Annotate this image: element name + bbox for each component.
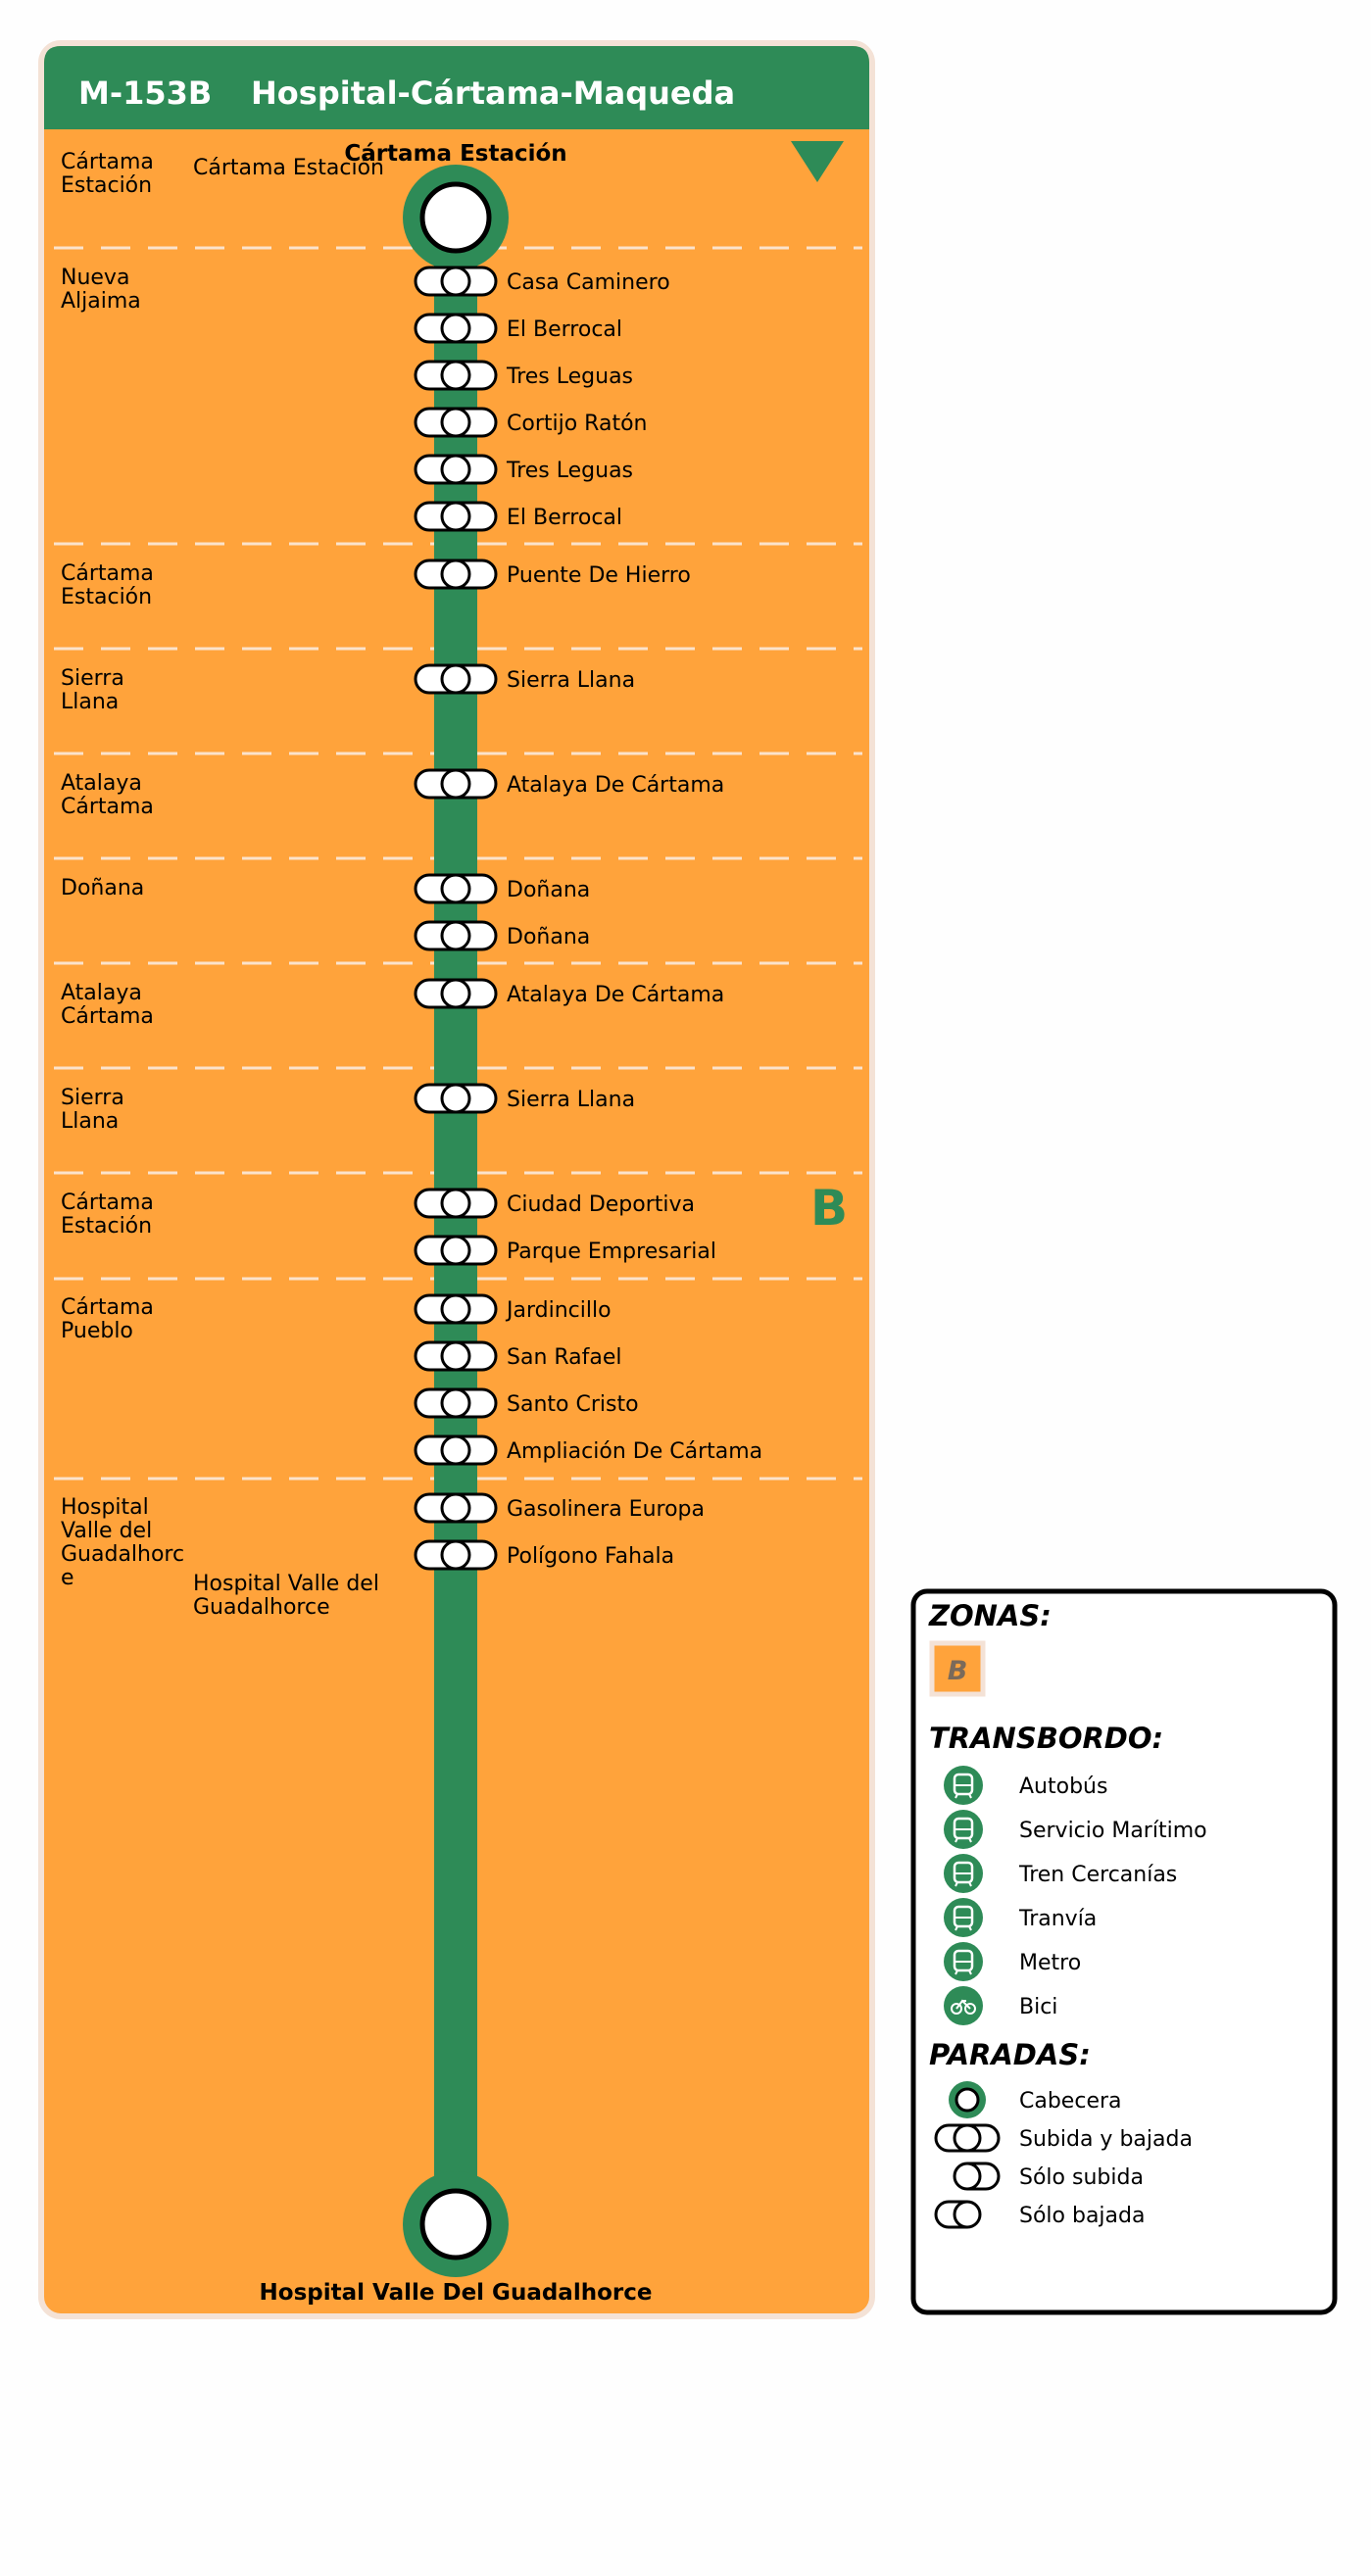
stop-label: Santo Cristo bbox=[507, 1392, 639, 1417]
stop-label: Cortijo Ratón bbox=[507, 412, 647, 436]
legend-transfer-label: Autobús bbox=[1019, 1774, 1107, 1799]
stop-label: Jardincillo bbox=[505, 1298, 612, 1323]
legend-transfer-label: Bici bbox=[1019, 1995, 1057, 2019]
stop-label: Tres Leguas bbox=[506, 459, 633, 483]
board-alight-stop-icon bbox=[934, 2123, 1001, 2153]
stop-label: Doñana bbox=[507, 878, 590, 902]
legend-transfer-label: Servicio Marítimo bbox=[1019, 1819, 1207, 1843]
zone-label: Cártama Pueblo bbox=[61, 1295, 154, 1343]
legend-box bbox=[910, 1588, 1338, 2315]
stop-marker[interactable] bbox=[414, 873, 498, 904]
stop-marker[interactable] bbox=[414, 1235, 498, 1266]
stop-marker[interactable] bbox=[414, 1293, 498, 1325]
stop-marker[interactable] bbox=[414, 1340, 498, 1372]
stop-label: Puente De Hierro bbox=[507, 563, 691, 588]
stop-marker[interactable] bbox=[414, 663, 498, 695]
legend-zone-sample-letter: B bbox=[948, 1656, 968, 1686]
legend-zones-title: ZONAS: bbox=[928, 1599, 1052, 1632]
zone-label: Atalaya Cártama bbox=[61, 981, 154, 1029]
stop-label: Ampliación De Cártama bbox=[507, 1439, 762, 1464]
stop-label: Parque Empresarial bbox=[507, 1239, 716, 1264]
stop-marker[interactable] bbox=[414, 768, 498, 800]
stop-label: San Rafael bbox=[507, 1345, 622, 1370]
stop-label: Atalaya De Cártama bbox=[507, 983, 724, 1007]
metro-icon bbox=[944, 1942, 983, 1981]
stop-label: Sierra Llana bbox=[507, 668, 635, 693]
stop-list: Casa Caminero El Berrocal Tres Leguas Corti… bbox=[414, 266, 762, 1571]
stop-marker[interactable] bbox=[414, 407, 498, 438]
zone-label: Cártama Estación bbox=[61, 150, 154, 198]
stop-marker[interactable] bbox=[414, 1539, 498, 1571]
stop-label: Ciudad Deportiva bbox=[507, 1192, 695, 1217]
route-header bbox=[44, 46, 869, 129]
zone-label: Nueva Aljaima bbox=[61, 266, 141, 314]
stop-marker[interactable] bbox=[414, 1434, 498, 1466]
direction-arrow-icon bbox=[791, 141, 844, 182]
stop-marker[interactable] bbox=[414, 559, 498, 590]
legend-transfer-label: Tren Cercanías bbox=[1018, 1863, 1177, 1887]
stop-marker[interactable] bbox=[414, 1083, 498, 1114]
stop-marker[interactable] bbox=[414, 1387, 498, 1419]
end-terminal-label: Hospital Valle Del Guadalhorce bbox=[260, 2280, 653, 2306]
legend-transfer-list: Autobús Servicio Marítimo Tren Cercanías Tr… bbox=[944, 1766, 1207, 2025]
zone-label: Atalaya Cártama bbox=[61, 771, 154, 819]
stop-label: El Berrocal bbox=[507, 506, 622, 530]
start-town-label: Cártama Estación bbox=[193, 156, 384, 180]
alight-only-stop-icon bbox=[934, 2200, 982, 2229]
zone-letter: B bbox=[810, 1180, 848, 1237]
legend-transfer-title: TRANSBORDO: bbox=[929, 1722, 1163, 1755]
zone-label: Hospital Valle del Guadalhorc e bbox=[61, 1495, 184, 1590]
stop-marker[interactable] bbox=[414, 313, 498, 344]
stop-marker[interactable] bbox=[414, 454, 498, 485]
stop-label: Polígono Fahala bbox=[507, 1544, 674, 1569]
legend-stop-label: Sólo subida bbox=[1019, 2165, 1144, 2190]
stop-marker[interactable] bbox=[414, 1492, 498, 1524]
start-terminal-stop[interactable] bbox=[403, 165, 509, 270]
stop-marker[interactable] bbox=[414, 501, 498, 532]
stop-marker[interactable] bbox=[414, 266, 498, 297]
stop-label: Doñana bbox=[507, 925, 590, 949]
tram-icon bbox=[944, 1898, 983, 1937]
legend-transfer-label: Metro bbox=[1019, 1951, 1081, 1975]
stop-label: Casa Caminero bbox=[507, 270, 670, 295]
legend-stop-label: Subida y bajada bbox=[1019, 2127, 1193, 2152]
legend-transfer-label: Tranvía bbox=[1018, 1907, 1097, 1931]
legend-stop-label: Sólo bajada bbox=[1019, 2204, 1145, 2228]
stop-label: Atalaya De Cártama bbox=[507, 773, 724, 798]
start-terminal-label: Cártama Estación bbox=[344, 141, 566, 167]
stop-label: Gasolinera Europa bbox=[507, 1497, 705, 1522]
stop-marker[interactable] bbox=[414, 920, 498, 951]
route-name: Hospital-Cártama-Maqueda bbox=[251, 74, 735, 112]
end-town-label: Hospital Valle del Guadalhorce bbox=[193, 1572, 386, 1620]
ferry-icon bbox=[944, 1810, 983, 1849]
stop-label: Sierra Llana bbox=[507, 1088, 635, 1112]
bike-icon bbox=[944, 1986, 983, 2025]
route-line bbox=[434, 218, 477, 2226]
legend-zone-sample bbox=[929, 1640, 986, 1697]
zone-labels: Cártama Estación Nueva Aljaima Cártama Estaci… bbox=[61, 150, 184, 1590]
zone-label: Cártama Estación bbox=[61, 1191, 154, 1239]
stop-marker[interactable] bbox=[414, 978, 498, 1009]
route-code: M-153B bbox=[78, 74, 212, 112]
train-icon bbox=[944, 1854, 983, 1893]
legend-stop-list: Cabecera Subida y bajada Sólo subida Sólo b… bbox=[934, 2081, 1193, 2229]
stop-marker[interactable] bbox=[414, 1188, 498, 1219]
board-only-stop-icon bbox=[953, 2162, 1001, 2191]
stop-label: El Berrocal bbox=[507, 317, 622, 342]
zone-label: Sierra Llana bbox=[61, 666, 124, 714]
legend-stops-title: PARADAS: bbox=[929, 2038, 1091, 2071]
bus-icon bbox=[944, 1766, 983, 1805]
stop-marker[interactable] bbox=[414, 360, 498, 391]
terminal-stop-icon bbox=[949, 2081, 986, 2118]
legend-stop-label: Cabecera bbox=[1019, 2089, 1122, 2114]
zone-label: Sierra Llana bbox=[61, 1086, 124, 1134]
zone-label: Cártama Estación bbox=[61, 561, 154, 609]
stop-label: Tres Leguas bbox=[506, 365, 633, 389]
end-terminal-stop[interactable] bbox=[403, 2171, 509, 2277]
zone-label: Doñana bbox=[61, 876, 144, 900]
